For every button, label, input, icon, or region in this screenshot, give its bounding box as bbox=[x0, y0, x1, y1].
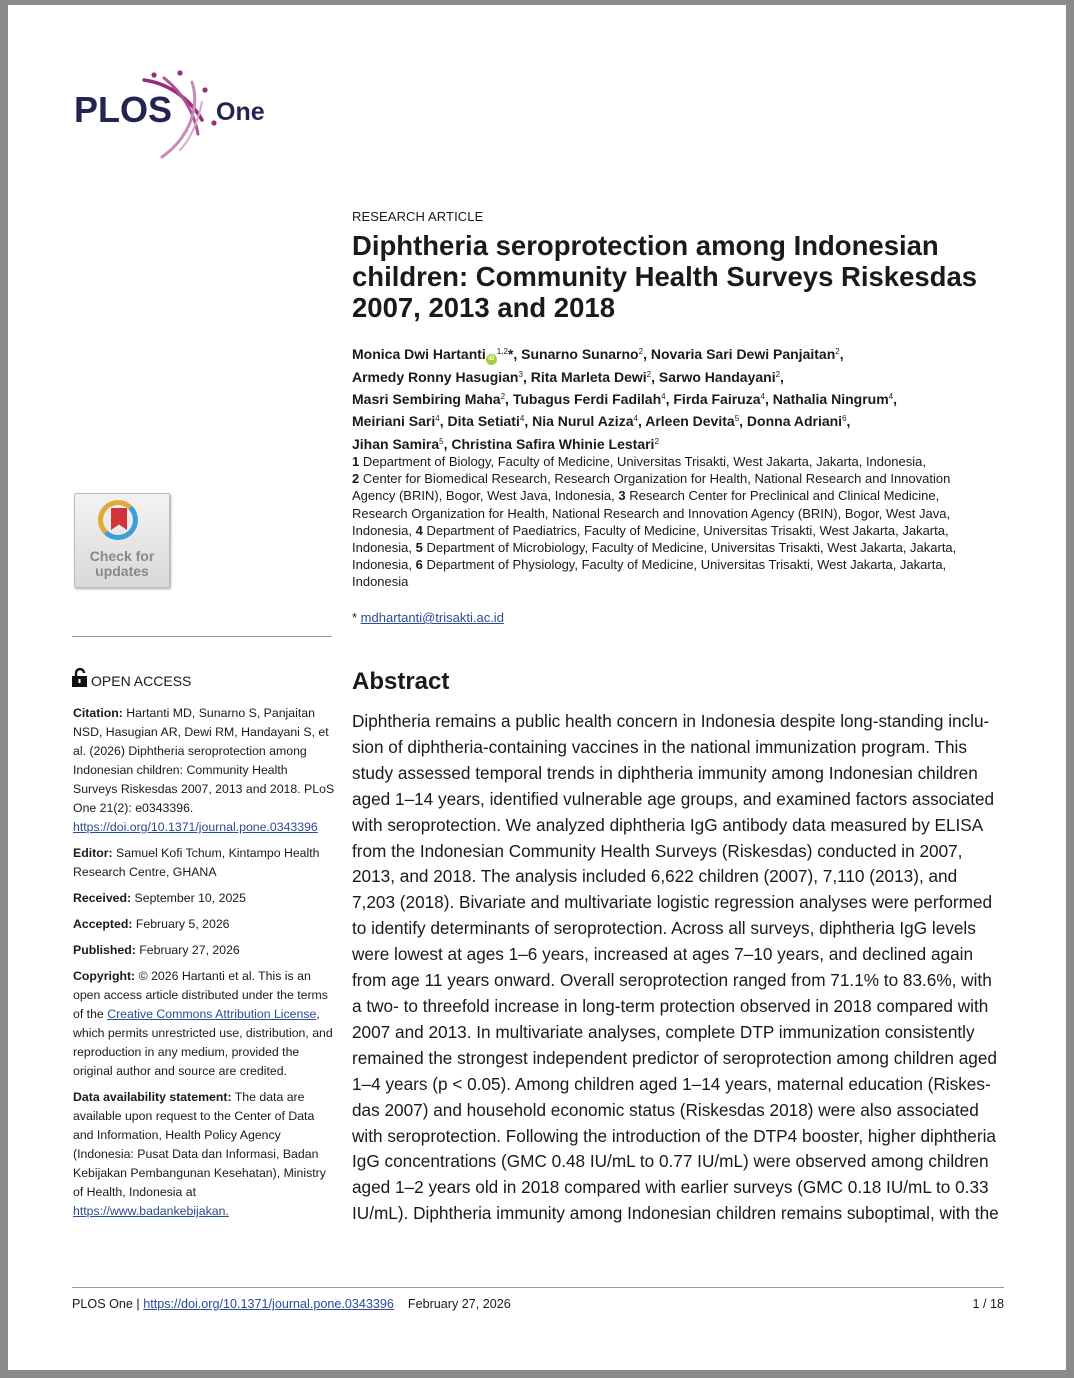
accepted: Accepted: February 5, 2026 bbox=[73, 917, 230, 931]
author: Masri Sembiring Maha2 bbox=[352, 391, 506, 408]
affiliation-line: Indonesia, 4 Department of Paediatrics, … bbox=[352, 522, 949, 538]
abstract-line: a two- to threefold increase in long-ter… bbox=[352, 995, 989, 1016]
author: Novaria Sari Dewi Panjaitan2 bbox=[650, 346, 840, 362]
abstract-line: Diphtheria remains a public health conce… bbox=[352, 711, 990, 731]
author: Rita Marleta Dewi2 bbox=[530, 369, 652, 385]
abstract-line: with seroprotection. We analyzed diphthe… bbox=[352, 814, 984, 835]
abstract-line: sion of diphtheria-containing vaccines i… bbox=[352, 736, 967, 757]
abstract-line: from the Indonesian Community Health Sur… bbox=[352, 840, 963, 861]
author: Donna Adriani6 bbox=[746, 413, 847, 430]
corresponding-email: * mdhartanti@trisakti.ac.id bbox=[352, 610, 504, 625]
abstract-line: aged 1–14 years, identified vulnerable a… bbox=[352, 788, 995, 809]
abstract-line: IgG concentrations (GMC 0.48 IU/mL to 0.… bbox=[352, 1151, 989, 1172]
author: Sunarno Sunarno2 bbox=[521, 346, 644, 362]
affiliation-line: 1 Department of Biology, Faculty of Medi… bbox=[352, 454, 926, 469]
author: Dita Setiati4 bbox=[447, 413, 525, 430]
abstract-line: 2013, and 2018. The analysis included 6,… bbox=[352, 866, 958, 887]
abstract-body: Diphtheria remains a public health conce… bbox=[352, 709, 999, 1227]
citation-doi-link[interactable]: https://doi.org/10.1371/journal.pone.034… bbox=[73, 820, 318, 834]
abstract-line: to identify determinants of seroprotecti… bbox=[352, 918, 976, 939]
affiliation-line: Research Organization for Health, Nation… bbox=[352, 505, 951, 521]
affiliation-line: 2 Center for Biomedical Research, Resear… bbox=[352, 471, 951, 487]
author: Jihan Samira5 bbox=[352, 435, 444, 452]
open-access: OPEN ACCESS bbox=[72, 667, 192, 690]
author: Nathalia Ningrum4 bbox=[772, 391, 894, 408]
author: Armedy Ronny Hasugian3 bbox=[352, 369, 523, 385]
email-link[interactable]: mdhartanti@trisakti.ac.id bbox=[360, 610, 504, 625]
copyright: Copyright: © 2026 Hartanti et al. This i… bbox=[73, 969, 333, 1078]
article-type: RESEARCH ARTICLE bbox=[352, 209, 484, 224]
abstract-line: study assessed temporal trends in diphth… bbox=[352, 762, 978, 783]
abstract-heading: Abstract bbox=[352, 668, 450, 695]
author-list: Monica Dwi Hartanti iD1,2*, Sunarno Sunar… bbox=[352, 342, 897, 454]
author-line: Monica Dwi Hartanti iD1,2*, Sunarno Sunar… bbox=[352, 342, 897, 365]
author: Christina Safira Whinie Lestari2 bbox=[451, 435, 659, 452]
author-line: Masri Sembiring Maha2, Tubagus Ferdi Fad… bbox=[352, 391, 897, 408]
article-metadata: Citation: Hartanti MD, Sunarno S, Panjai… bbox=[73, 704, 335, 1228]
page-sheet bbox=[8, 5, 1066, 1370]
svg-text:One: One bbox=[216, 98, 265, 126]
citation: Citation: Hartanti MD, Sunarno S, Panjai… bbox=[73, 706, 335, 834]
affiliations: 1 Department of Biology, Faculty of Medi… bbox=[352, 453, 1012, 591]
svg-text:PLOS: PLOS bbox=[74, 89, 172, 130]
data-availability: Data availability statement: The data ar… bbox=[73, 1090, 326, 1218]
abstract-line: with seroprotection. Following the intro… bbox=[352, 1125, 996, 1146]
author-line: Jihan Samira5, Christina Safira Whinie L… bbox=[352, 435, 659, 452]
author: Nia Nurul Aziza4 bbox=[532, 413, 638, 430]
author-line: Armedy Ronny Hasugian3, Rita Marleta Dew… bbox=[352, 369, 784, 385]
check-for-updates-badge[interactable]: Check for updates bbox=[74, 493, 170, 588]
abstract-line: from age 11 years onward. Overall seropr… bbox=[352, 970, 992, 991]
author: Arleen Devita5 bbox=[645, 413, 740, 430]
received: Received: September 10, 2025 bbox=[73, 891, 246, 905]
abstract-line: aged 1–2 years old in 2018 compared with… bbox=[352, 1177, 989, 1198]
footer-doi-link[interactable]: https://doi.org/10.1371/journal.pone.034… bbox=[143, 1297, 394, 1311]
abstract-line: remained the strongest independent predi… bbox=[352, 1047, 997, 1068]
footer-journal: PLOS One | bbox=[72, 1297, 144, 1311]
published: Published: February 27, 2026 bbox=[73, 943, 240, 957]
author: Monica Dwi Hartanti iD1,2* bbox=[352, 346, 513, 365]
plos-one-logo: PLOS One bbox=[72, 62, 292, 162]
orcid-icon[interactable]: iD bbox=[485, 354, 497, 365]
abstract-line: were lowest at ages 1–6 years, increased… bbox=[352, 944, 974, 965]
editor: Editor: Samuel Kofi Tchum, Kintampo Heal… bbox=[73, 846, 320, 879]
author: Meiriani Sari4 bbox=[352, 413, 440, 430]
email-asterisk: * bbox=[352, 610, 361, 625]
sidebar-divider bbox=[72, 636, 332, 637]
updates-label: updates bbox=[95, 563, 149, 579]
check-updates-ring-icon bbox=[98, 500, 138, 540]
open-lock-icon bbox=[72, 667, 88, 690]
footer-divider bbox=[72, 1287, 1004, 1288]
author: Firda Fairuza4 bbox=[673, 391, 765, 408]
author: Sarwo Handayani2 bbox=[658, 369, 781, 385]
data-link[interactable]: https://www.badankebijakan. bbox=[73, 1204, 229, 1218]
abstract-line: 2007 and 2013. In multivariate analyses,… bbox=[352, 1021, 975, 1042]
abstract-line: IU/mL). Diphtheria immunity among Indone… bbox=[352, 1203, 999, 1224]
footer-date: February 27, 2026 bbox=[407, 1297, 511, 1311]
page-number: 1 / 18 bbox=[972, 1297, 1004, 1311]
affiliation-line: Indonesia bbox=[352, 574, 409, 590]
bookmark-icon bbox=[111, 508, 127, 530]
abstract-line: das 2007) and household economic status … bbox=[352, 1099, 979, 1120]
license-link[interactable]: Creative Commons Attribution License bbox=[107, 1007, 317, 1021]
abstract-line: 1–4 years (p < 0.05). Among children age… bbox=[352, 1073, 991, 1094]
open-access-label: OPEN ACCESS bbox=[91, 673, 192, 689]
page-footer: PLOS One | https://doi.org/10.1371/journ… bbox=[72, 1297, 511, 1311]
affiliation-line: Indonesia, 5 Department of Microbiology,… bbox=[352, 540, 957, 556]
check-label: Check for bbox=[89, 548, 155, 564]
affiliation-line: Agency (BRIN), Bogor, West Java, Indones… bbox=[352, 488, 940, 504]
affiliation-line: Indonesia, 6 Department of Physiology, F… bbox=[352, 557, 947, 573]
abstract-line: 7,203 (2018). Bivariate and multivariate… bbox=[352, 892, 993, 913]
article-title: Diphtheria seroprotection among Indonesi… bbox=[352, 230, 978, 323]
author-line: Meiriani Sari4, Dita Setiati4, Nia Nurul… bbox=[352, 413, 851, 430]
author: Tubagus Ferdi Fadilah4 bbox=[512, 391, 666, 408]
